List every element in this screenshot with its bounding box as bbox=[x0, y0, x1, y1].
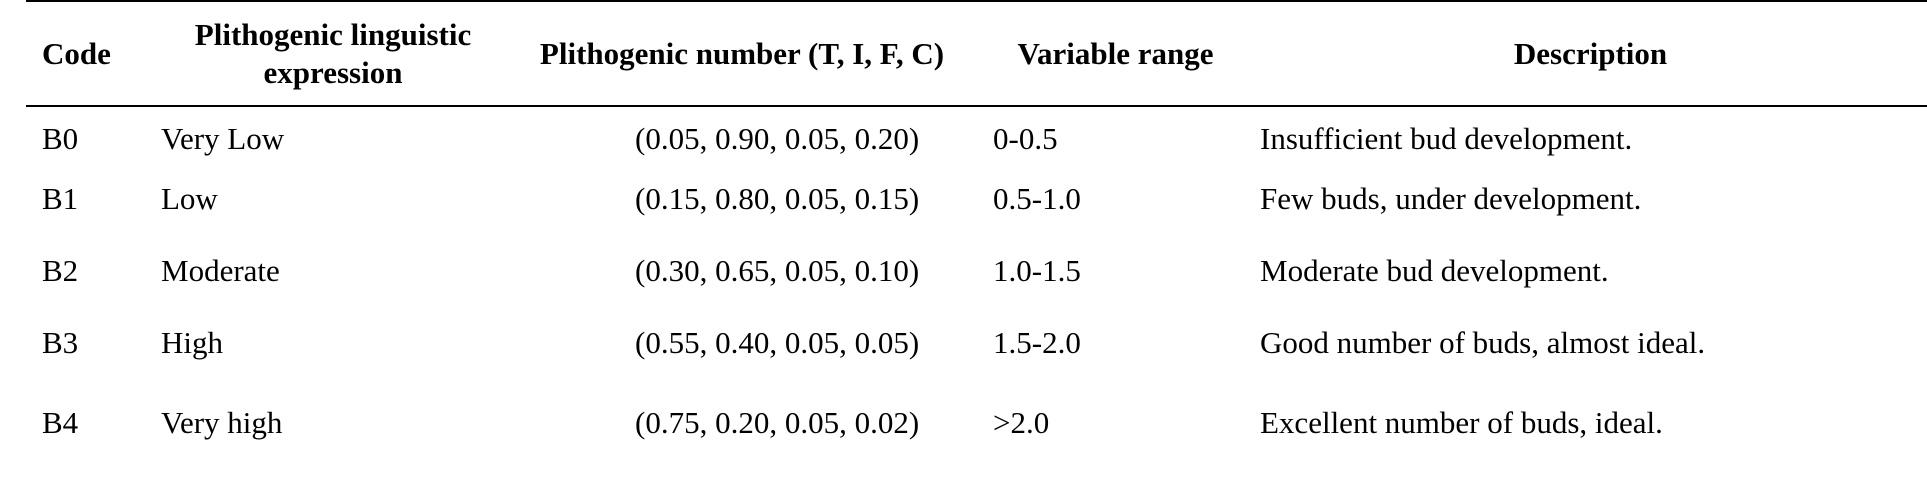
cell-code: B4 bbox=[42, 405, 79, 440]
cell-plithogenic-number: (0.30, 0.65, 0.05, 0.10) bbox=[635, 253, 920, 288]
cell-linguistic-expression: Very Low bbox=[161, 121, 285, 156]
header-code: Code bbox=[42, 35, 111, 71]
cell-code: B2 bbox=[42, 253, 79, 288]
table-row: B1 Low (0.15, 0.80, 0.05, 0.15) 0.5-1.0 … bbox=[26, 171, 1927, 245]
header-row: Code Plithogenic linguistic expression P… bbox=[26, 1, 1927, 106]
cell-description: Few buds, under development. bbox=[1260, 181, 1642, 216]
cell-variable-range: 0.5-1.0 bbox=[993, 181, 1081, 216]
cell-description: Good number of buds, almost ideal. bbox=[1260, 325, 1706, 360]
table-body: B0 Very Low (0.05, 0.90, 0.05, 0.20) 0-0… bbox=[26, 106, 1927, 485]
cell-plithogenic-number: (0.05, 0.90, 0.05, 0.20) bbox=[635, 121, 920, 156]
plithogenic-scale-table: Code Plithogenic linguistic expression P… bbox=[26, 0, 1927, 485]
table-row: B4 Very high (0.75, 0.20, 0.05, 0.02) >2… bbox=[26, 405, 1927, 485]
cell-description: Insufficient bud development. bbox=[1260, 121, 1633, 156]
header-linguistic-expression: Plithogenic linguistic expression bbox=[194, 16, 472, 90]
header-description: Description bbox=[1513, 35, 1668, 71]
table-row: B3 High (0.55, 0.40, 0.05, 0.05) 1.5-2.0… bbox=[26, 319, 1927, 405]
data-table-container: Code Plithogenic linguistic expression P… bbox=[26, 0, 1927, 497]
cell-linguistic-expression: Moderate bbox=[161, 253, 280, 288]
table-row: B2 Moderate (0.30, 0.65, 0.05, 0.10) 1.0… bbox=[26, 245, 1927, 319]
cell-description: Moderate bud development. bbox=[1260, 253, 1609, 288]
header-variable-range: Variable range bbox=[1017, 35, 1214, 71]
cell-variable-range: 1.5-2.0 bbox=[993, 325, 1081, 360]
cell-code: B1 bbox=[42, 181, 79, 216]
table-row: B0 Very Low (0.05, 0.90, 0.05, 0.20) 0-0… bbox=[26, 106, 1927, 171]
cell-variable-range: >2.0 bbox=[993, 405, 1050, 440]
cell-variable-range: 1.0-1.5 bbox=[993, 253, 1081, 288]
cell-linguistic-expression: High bbox=[161, 325, 223, 360]
cell-linguistic-expression: Very high bbox=[161, 405, 283, 440]
cell-linguistic-expression: Low bbox=[161, 181, 218, 216]
cell-plithogenic-number: (0.55, 0.40, 0.05, 0.05) bbox=[635, 325, 920, 360]
cell-plithogenic-number: (0.15, 0.80, 0.05, 0.15) bbox=[635, 181, 920, 216]
table-header: Code Plithogenic linguistic expression P… bbox=[26, 1, 1927, 106]
header-plithogenic-number: Plithogenic number (T, I, F, C) bbox=[539, 35, 945, 71]
cell-variable-range: 0-0.5 bbox=[993, 121, 1058, 156]
cell-description: Excellent number of buds, ideal. bbox=[1260, 405, 1663, 440]
cell-plithogenic-number: (0.75, 0.20, 0.05, 0.02) bbox=[635, 405, 920, 440]
cell-code: B3 bbox=[42, 325, 79, 360]
cell-code: B0 bbox=[42, 121, 79, 156]
